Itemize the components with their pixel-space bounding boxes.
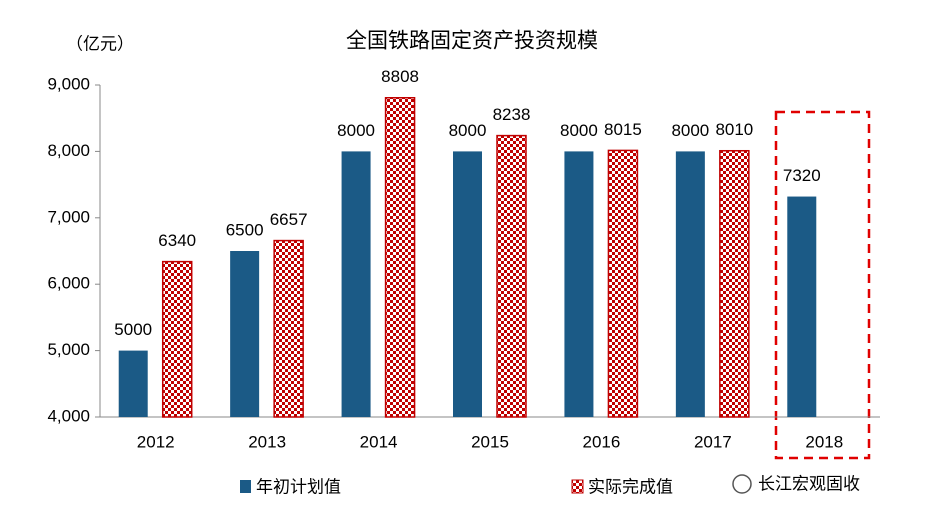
x-tick-label: 2013	[248, 432, 286, 451]
y-tick-label: 8,000	[47, 141, 90, 160]
x-tick-label: 2018	[805, 432, 843, 451]
bar	[787, 196, 817, 417]
bar	[719, 149, 750, 418]
bar	[453, 151, 482, 417]
x-tick-label: 2012	[137, 432, 175, 451]
value-label: 6340	[158, 231, 196, 250]
x-tick-label: 2014	[360, 432, 398, 451]
watermark-icon	[732, 474, 752, 494]
chart-title: 全国铁路固定资产投资规模	[346, 30, 598, 53]
y-tick-label: 6,000	[47, 274, 90, 293]
bar	[341, 151, 371, 417]
bar	[564, 151, 594, 417]
x-tick-label: 2016	[583, 432, 621, 451]
watermark: 长江宏观固收	[732, 474, 860, 494]
value-label: 8238	[493, 105, 531, 124]
legend-label: 年初计划值	[256, 477, 341, 496]
value-label: 7320	[783, 166, 821, 185]
highlight-box	[774, 110, 871, 460]
x-tick-label: 2017	[694, 432, 732, 451]
bar	[607, 149, 639, 418]
value-label: 8808	[381, 67, 419, 86]
y-tick-label: 5,000	[47, 340, 90, 359]
y-axis-label: （亿元）	[66, 34, 134, 53]
x-tick-label: 2015	[471, 432, 509, 451]
bar	[230, 251, 260, 417]
value-label: 8000	[560, 121, 598, 140]
watermark-text: 长江宏观固收	[758, 474, 860, 493]
value-label: 6657	[270, 210, 308, 229]
value-label: 5000	[114, 320, 152, 339]
bar	[496, 134, 527, 418]
bar	[118, 350, 148, 417]
bar	[161, 260, 193, 418]
legend-label: 实际完成值	[588, 477, 673, 496]
value-label: 6500	[226, 220, 264, 239]
bar	[675, 151, 705, 417]
value-label: 8015	[604, 120, 642, 139]
value-label: 8000	[671, 121, 709, 140]
legend-swatch	[571, 479, 584, 494]
value-label: 8010	[715, 120, 753, 139]
legend-swatch	[240, 480, 251, 493]
y-tick-label: 7,000	[47, 207, 90, 226]
value-label: 8000	[449, 121, 487, 140]
bar	[273, 239, 304, 418]
value-label: 8000	[337, 121, 375, 140]
y-tick-label: 4,000	[47, 406, 90, 425]
y-tick-label: 9,000	[47, 74, 90, 93]
bar	[384, 96, 416, 418]
